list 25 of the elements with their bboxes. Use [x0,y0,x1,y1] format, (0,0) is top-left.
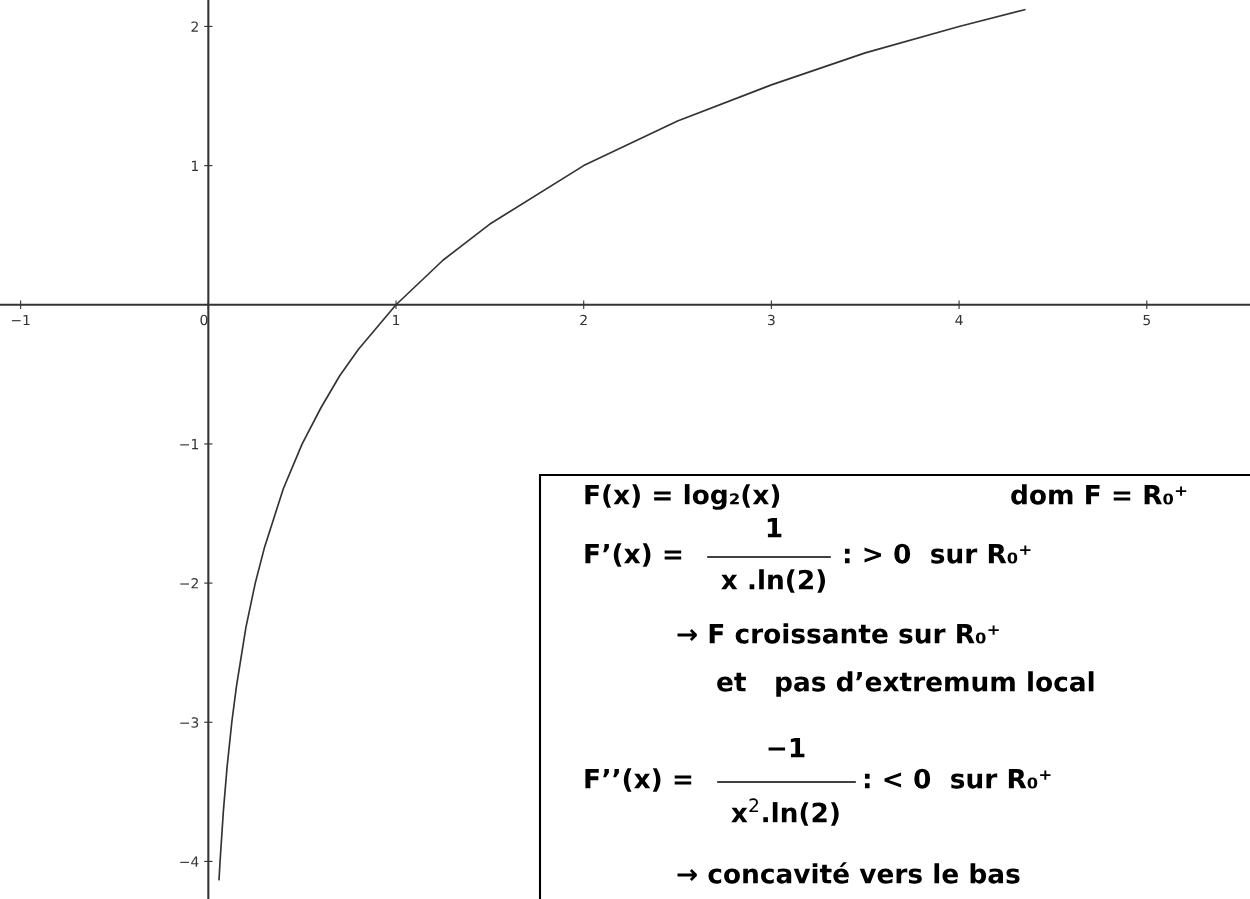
y-tick-label: 2 [191,21,198,32]
y-tick-label: −3 [180,717,199,728]
y-tick-label: −2 [180,578,198,589]
x-tick-label: −1 [11,314,30,326]
annotation: F’’(x) = [585,768,692,792]
annotation: F(x) = log₂(x) [585,484,780,510]
x-tick-label: 5 [1143,314,1150,326]
x-tick-label: 4 [955,314,963,326]
annotation: x .ln(2) [721,569,826,593]
y-tick-label: −1 [180,439,199,450]
annotation: 1 [767,518,782,538]
annotation: : < 0 sur R₀⁺ [864,768,1051,789]
y-tick-label: −4 [180,856,199,867]
annotation: → F croissante sur R₀⁺ [677,623,999,644]
y-tick-label: 1 [191,160,199,171]
annotation: −1 [768,738,805,758]
x-tick-label: 3 [768,314,775,326]
annotation: x$^{2}$.ln(2) [731,798,839,826]
annotation: → concavité vers le bas [677,862,1020,884]
x-tick-label: 2 [580,314,587,326]
annotation: F’(x) = [585,543,682,567]
x-tick-label: 1 [393,314,400,326]
annotation: et pas d’extremum local [717,671,1094,697]
annotation: dom F = R₀⁺ [1011,484,1187,505]
annotation: : > 0 sur R₀⁺ [844,543,1031,564]
